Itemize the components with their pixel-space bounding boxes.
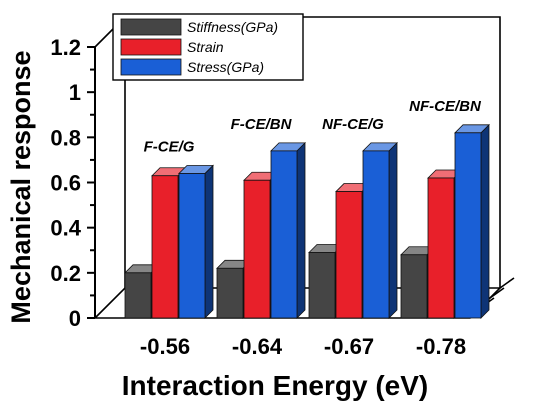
bar-front [216,267,244,319]
bar-side [388,141,398,319]
x-axis: -0.56 -0.64 -0.67 -0.78 [140,334,466,359]
x-tick-label: -0.78 [416,334,466,359]
legend: Stiffness(GPa) Strain Stress(GPa) [112,13,304,81]
back-wall [124,16,501,288]
y-tick-label: 0.6 [50,171,81,196]
x-tick-label: -0.67 [324,334,374,359]
legend-label: Strain [187,39,224,55]
y-axis-title: Mechanical response [6,50,36,323]
depth-tick [499,277,515,289]
depth-tick [489,287,505,299]
bar-side [480,123,490,319]
y-tick-label: 1 [69,80,81,105]
x-tick-label: -0.64 [232,334,283,359]
group-annotation: NF-CE/G [322,116,384,133]
bar [454,123,490,319]
bar [178,164,214,319]
legend-swatch [120,58,182,76]
legend-label: Stress(GPa) [187,59,264,75]
y-tick-label: 1.2 [50,35,81,60]
bar-front [362,150,390,319]
legend-label: Stiffness(GPa) [187,19,278,35]
bar-front [243,179,271,319]
x-axis-title: Interaction Energy (eV) [122,370,429,401]
annotation-group: F-CE/G F-CE/BN NF-CE/G NF-CE/BN [144,98,482,156]
bar-front [270,150,298,319]
bar-front [124,272,152,319]
bar-front [454,132,482,319]
bar-front [151,175,179,319]
y-tick-label: 0 [69,306,81,331]
bar-side [204,164,214,319]
bar-group [124,123,490,319]
y-tick-label: 0.4 [50,216,81,241]
y-tick-label: 0.2 [50,261,81,286]
bar-front [427,177,455,319]
bar-side [296,141,306,319]
legend-swatch [120,38,182,56]
y-axis: 0 0.2 0.4 0.6 0.8 1 1.2 [50,35,95,331]
group-annotation: F-CE/BN [231,116,293,133]
bar-front [335,191,363,319]
x-tick-label: -0.56 [140,334,190,359]
bar-front [178,173,206,319]
bar-front [400,254,428,319]
bar [270,141,306,319]
legend-swatch [120,18,182,36]
bar-front [308,252,336,319]
bar [362,141,398,319]
group-annotation: F-CE/G [144,138,195,155]
group-annotation: NF-CE/BN [409,98,482,115]
y-tick-label: 0.8 [50,125,81,150]
